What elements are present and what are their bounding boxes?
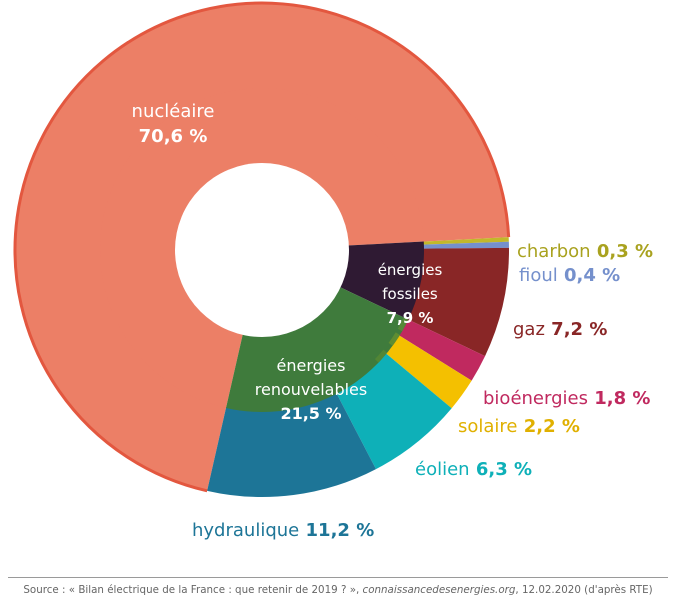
outer-slice-solaire bbox=[385, 335, 472, 409]
outer-slice-bioenergies bbox=[398, 319, 486, 381]
inner-slice-fossiles bbox=[339, 241, 425, 320]
label-hydraulique: hydraulique 11,2 % bbox=[192, 520, 374, 541]
label-fossiles-line1: énergies bbox=[378, 261, 443, 279]
label-solaire: solaire 2,2 % bbox=[458, 416, 580, 437]
source-prefix: Source : « Bilan électrique de la France… bbox=[23, 584, 363, 596]
outer-ring bbox=[13, 1, 511, 497]
labels: nucléaire 70,6 % énergies fossiles 7,9 % éner… bbox=[132, 101, 654, 541]
source-site: connaissancedesenergies.org bbox=[362, 584, 516, 596]
label-gaz: gaz 7,2 % bbox=[513, 319, 607, 340]
label-fioul: fioul 0,4 % bbox=[519, 265, 620, 286]
outer-slice-gaz bbox=[407, 247, 509, 357]
nucleaire-outline bbox=[13, 1, 511, 493]
label-renouvelables-line2: renouvelables bbox=[255, 380, 367, 399]
label-eolien: éolien 6,3 % bbox=[415, 459, 532, 480]
nested-donut-chart: nucléaire 70,6 % énergies fossiles 7,9 % éner… bbox=[13, 1, 654, 541]
label-nucleaire-name: nucléaire bbox=[132, 101, 215, 122]
source-suffix: , 12.02.2020 (d'après RTE) bbox=[515, 584, 653, 596]
inner-slice-nucleaire bbox=[100, 88, 424, 408]
inner-slice-renouvelables bbox=[226, 286, 409, 413]
inner-ring bbox=[100, 88, 425, 413]
renouvelables-stripes bbox=[374, 317, 409, 363]
outer-slice-eolien bbox=[336, 353, 452, 470]
label-renouvelables-line1: énergies bbox=[277, 356, 346, 375]
label-charbon: charbon 0,3 % bbox=[517, 241, 653, 262]
renouvelables-stripe-2 bbox=[388, 332, 400, 346]
source-note: Source : « Bilan électrique de la France… bbox=[0, 584, 676, 596]
outer-slice-hydraulique bbox=[207, 392, 376, 497]
label-renouvelables-value: 21,5 % bbox=[280, 404, 341, 423]
renouvelables-stripe-1 bbox=[397, 317, 409, 332]
label-nucleaire-value: 70,6 % bbox=[139, 126, 208, 147]
donut-hole bbox=[175, 163, 349, 337]
label-fossiles-value: 7,9 % bbox=[387, 309, 434, 327]
renouvelables-stripe-3 bbox=[374, 349, 388, 363]
outer-slice-charbon bbox=[422, 237, 509, 245]
label-fossiles-line2: fossiles bbox=[382, 285, 438, 303]
outer-slice-nucleaire bbox=[14, 2, 509, 491]
outer-slice-fioul bbox=[422, 241, 509, 249]
divider bbox=[8, 577, 668, 578]
label-bioenergies: bioénergies 1,8 % bbox=[483, 388, 650, 409]
